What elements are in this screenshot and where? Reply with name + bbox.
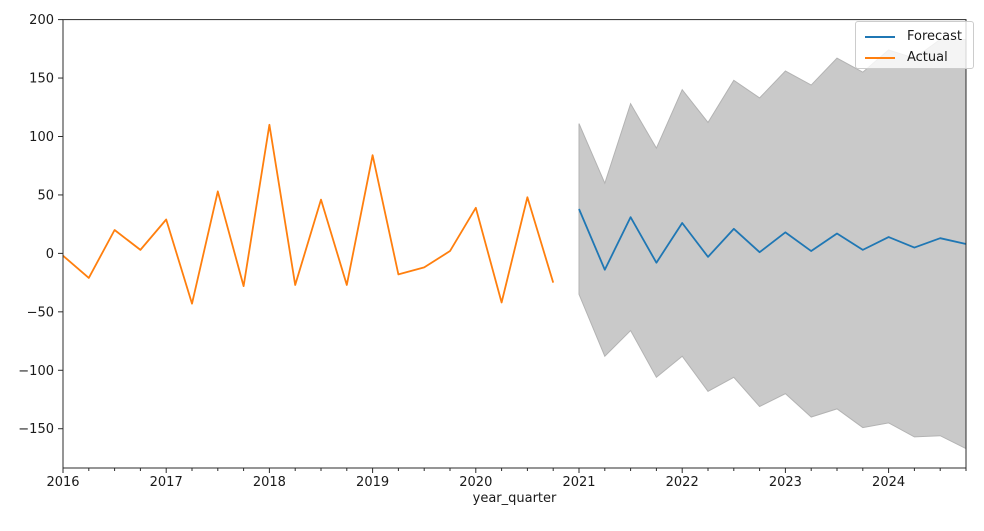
x-tick-label: 2024 [872,475,905,490]
y-tick-label: −100 [18,364,54,379]
forecast-line [578,208,967,271]
legend-item-forecast: Forecast [865,26,973,47]
actual-line [62,123,555,305]
y-tick-label: 200 [29,13,54,28]
x-tick-label: 2022 [666,475,699,490]
x-tick-label: 2021 [562,475,595,490]
x-tick-label: 2023 [769,475,802,490]
legend-label-actual: Actual [907,50,948,65]
y-tick-label: −150 [18,422,54,437]
x-tick-label: 2016 [46,475,79,490]
x-tick-label: 2020 [459,475,492,490]
y-tick-label: 0 [46,247,54,262]
x-tick-label: 2017 [150,475,183,490]
y-tick-label: −50 [27,305,54,320]
x-tick-label: 2018 [253,475,286,490]
x-axis-label: year_quarter [472,491,557,506]
legend-item-actual: Actual [865,47,973,68]
actual-line-swatch [865,56,895,59]
forecast-line-swatch [865,35,895,38]
legend: Forecast Actual [855,21,974,69]
x-tick-label: 2019 [356,475,389,490]
legend-label-forecast: Forecast [907,29,963,44]
y-tick-label: 50 [37,188,54,203]
y-tick-label: 150 [29,72,54,87]
y-tick-label: 100 [29,130,54,145]
